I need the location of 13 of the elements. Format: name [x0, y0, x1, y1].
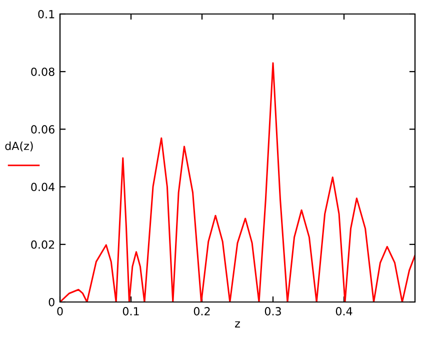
y-tick-label: 0.04 [31, 182, 55, 192]
x-tick-label: 0.4 [336, 307, 352, 316]
y-tick-label: 0.08 [31, 68, 54, 76]
y-tick-label: 0.1 [38, 10, 54, 18]
x-tick-label: 0.2 [194, 307, 210, 316]
x-axis-title: z [235, 321, 240, 328]
x-tick-label: 0.1 [122, 307, 139, 316]
y-tick-label: 0 [48, 298, 54, 306]
x-tick-label: 0.3 [264, 307, 281, 316]
y-tick-label: 0.02 [31, 240, 54, 249]
y-tick-label: 0.06 [31, 125, 54, 134]
x-tick-label: 0 [57, 307, 63, 316]
y-axis-title: dA(z) [5, 141, 33, 152]
